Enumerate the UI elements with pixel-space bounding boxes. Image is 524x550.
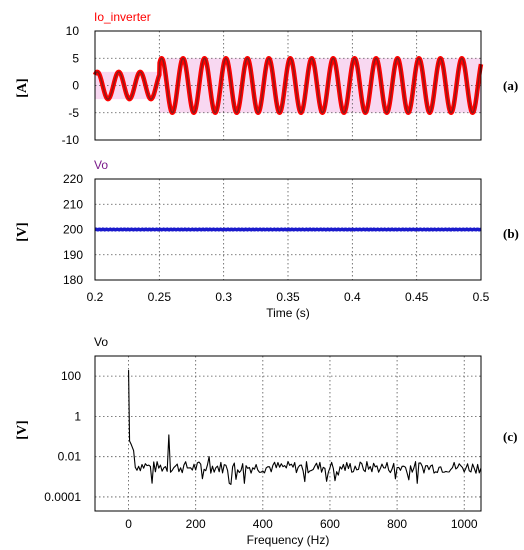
y-axis-label: [V] [15,222,30,241]
plot-frame [94,178,482,281]
panel-a: Io_inverter 10 5 0 -5 -10 [A] (a) [15,10,518,147]
series-title-vo: Vo [94,335,108,349]
plot-frame [94,355,482,512]
y-tick-label: -5 [68,106,79,120]
x-tick-label: 0.2 [87,290,104,304]
x-tick-label: 0.3 [215,290,232,304]
x-axis-label: Time (s) [266,306,310,320]
x-axis-label: Frequency (Hz) [247,533,330,547]
y-tick-label: -10 [62,133,80,147]
panel-label: (b) [503,226,519,241]
x-tick-label: 0.25 [148,290,172,304]
x-tick-label: 200 [186,517,206,531]
y-tick-label: 190 [63,248,83,262]
x-tick-label: 0.4 [344,290,361,304]
x-tick-label: 800 [387,517,407,531]
y-tick-label: 0.01 [58,450,82,464]
io-inverter-line [94,57,482,114]
series-title-vo: Vo [94,158,108,172]
y-tick-label: 220 [63,172,83,186]
x-tick-label: 0.35 [276,290,300,304]
panel-label: (c) [503,429,517,444]
x-tick-label: 1000 [451,517,478,531]
y-tick-label: 180 [63,273,83,287]
y-tick-label: 5 [72,51,79,65]
x-tick-label: 0.45 [405,290,429,304]
panel-label: (a) [503,78,518,93]
y-axis-label: [V] [15,420,30,439]
plot-frame [94,30,482,141]
y-tick-label: 0.0001 [44,490,81,504]
y-tick-label: 0 [72,79,79,93]
y-tick-label: 200 [63,223,83,237]
y-tick-label: 1 [74,409,81,423]
vo-line [94,227,482,232]
x-tick-label: 400 [253,517,273,531]
vo-spectrum-line [128,370,482,485]
y-tick-label: 100 [61,369,81,383]
x-tick-label: 0.5 [473,290,490,304]
series-title-io-inverter: Io_inverter [94,10,151,24]
x-tick-label: 600 [320,517,340,531]
y-axis-label: [A] [15,78,30,97]
x-tick-label: 0 [125,517,132,531]
y-tick-label: 10 [66,24,80,38]
panel-b: Vo 220 210 200 190 180 0.2 0.25 0.3 0.35 0.4 0.45 0.… [15,158,519,320]
y-tick-label: 210 [63,197,83,211]
panel-c: Vo 100 1 0.01 0.0001 0 200 400 600 800 1000 Frequen… [15,335,517,547]
